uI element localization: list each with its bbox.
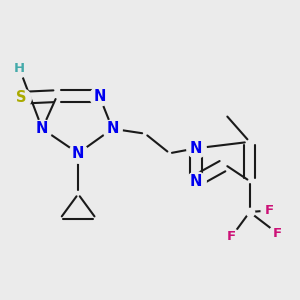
Text: F: F (227, 230, 236, 243)
Text: N: N (72, 146, 84, 161)
Text: N: N (93, 88, 106, 104)
Text: N: N (190, 173, 202, 188)
Text: F: F (265, 204, 274, 217)
Text: F: F (273, 227, 282, 240)
Text: N: N (190, 141, 202, 156)
Text: S: S (16, 90, 26, 105)
Text: H: H (14, 62, 25, 75)
Text: N: N (106, 121, 118, 136)
Text: N: N (36, 121, 48, 136)
